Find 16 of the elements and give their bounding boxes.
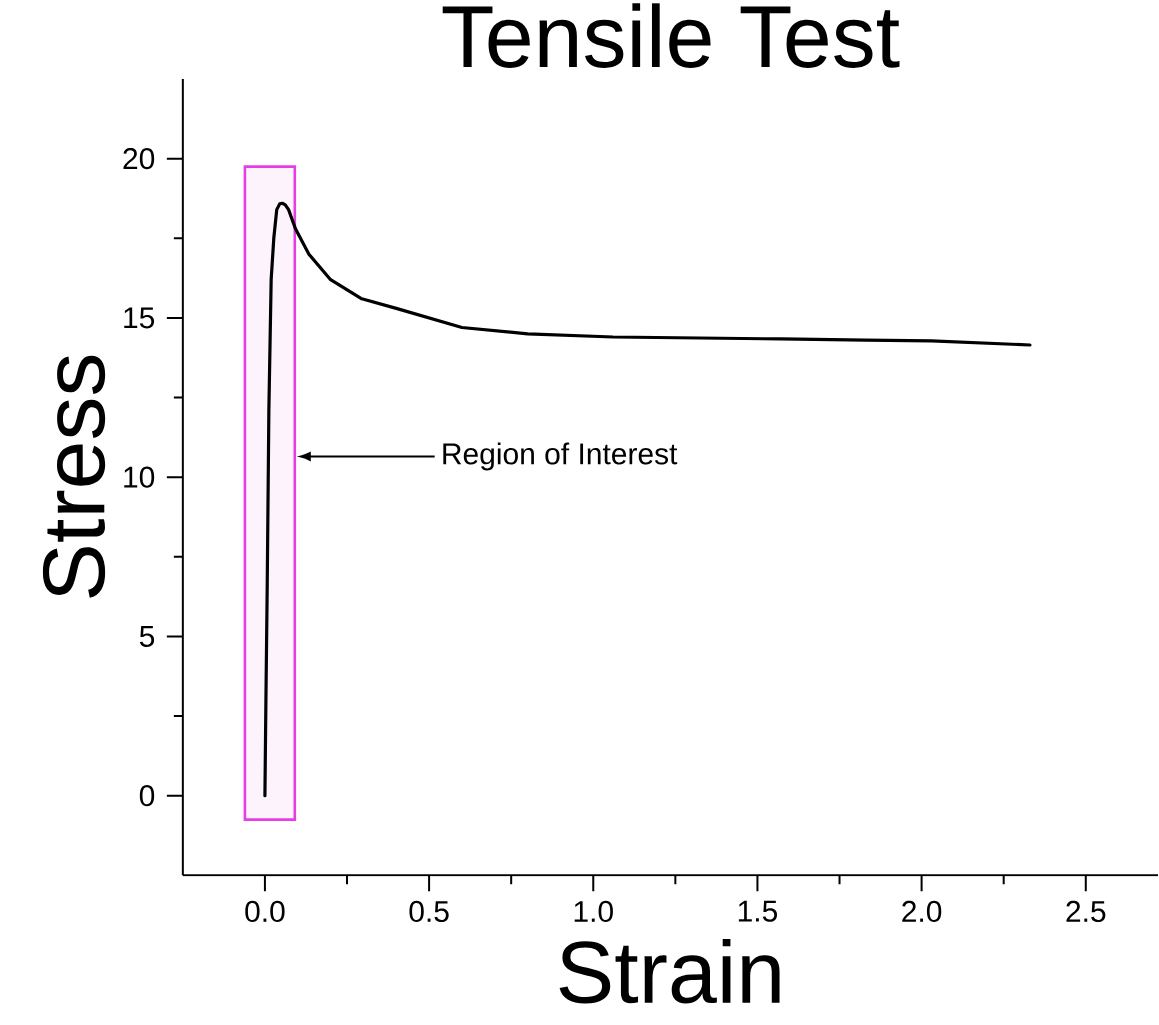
annotation: Region of Interest — [443, 442, 678, 471]
x-tick-label: 0.5 — [409, 900, 449, 922]
x-tick-label: 0.0 — [245, 900, 285, 922]
y-axis-title: Stress — [42, 355, 106, 598]
y-tick-label: 20 — [123, 147, 155, 170]
y-tick-label: 0 — [139, 784, 155, 807]
chart-title: Tensile Test — [442, 3, 900, 68]
y-tick-label: 10 — [124, 466, 155, 488]
x-tick-label: 2.5 — [1066, 900, 1106, 922]
x-tick-label: 1.0 — [574, 900, 613, 922]
y-tick-label: 5 — [139, 625, 155, 647]
y-tick-label: 15 — [124, 307, 155, 329]
x-axis-title: Strain — [559, 938, 780, 1004]
x-tick-label: 2.0 — [902, 900, 942, 922]
line-series — [263, 201, 1032, 798]
x-tick-label: 1.5 — [738, 900, 778, 922]
